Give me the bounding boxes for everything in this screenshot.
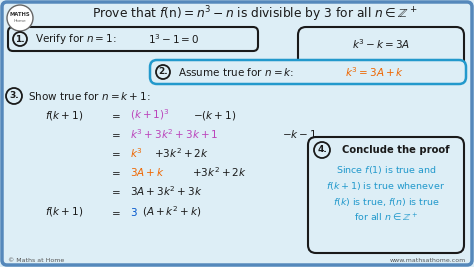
Circle shape xyxy=(7,5,33,31)
Text: $f(k+1)$: $f(k+1)$ xyxy=(45,206,83,218)
Text: $=$: $=$ xyxy=(109,148,121,158)
FancyBboxPatch shape xyxy=(2,2,472,265)
Text: Show true for $n = k + 1$:: Show true for $n = k + 1$: xyxy=(28,90,150,102)
Text: $3A + k$: $3A + k$ xyxy=(130,166,165,178)
FancyBboxPatch shape xyxy=(150,60,466,84)
Text: 4.: 4. xyxy=(317,146,327,155)
Text: 2.: 2. xyxy=(158,68,168,77)
Text: Assume true for $n = k$:: Assume true for $n = k$: xyxy=(178,66,294,78)
Text: $=$: $=$ xyxy=(109,207,121,217)
Circle shape xyxy=(314,142,330,158)
Text: $f(k + 1)$ is true whenever: $f(k + 1)$ is true whenever xyxy=(327,180,446,192)
Text: $=$: $=$ xyxy=(109,186,121,196)
Text: $- k - 1$: $- k - 1$ xyxy=(282,128,317,140)
Text: Verify for $n = 1$:: Verify for $n = 1$: xyxy=(35,32,117,46)
FancyBboxPatch shape xyxy=(298,27,464,71)
Text: $k^3 = 3A + k$: $k^3 = 3A + k$ xyxy=(345,65,404,79)
FancyBboxPatch shape xyxy=(8,27,258,51)
Text: 3.: 3. xyxy=(9,92,19,100)
Text: www.mathsathome.com: www.mathsathome.com xyxy=(390,257,466,262)
Text: $=$: $=$ xyxy=(109,129,121,139)
Text: $(A + k^2 + k)$: $(A + k^2 + k)$ xyxy=(142,205,201,219)
Circle shape xyxy=(6,88,22,104)
Text: $-(k+1)$: $-(k+1)$ xyxy=(193,108,236,121)
FancyBboxPatch shape xyxy=(308,137,464,253)
Text: Conclude the proof: Conclude the proof xyxy=(342,145,450,155)
Text: © Maths at Home: © Maths at Home xyxy=(8,257,64,262)
Text: $+ 3k^2 + 2k$: $+ 3k^2 + 2k$ xyxy=(154,146,209,160)
Text: for all $n \in \mathbb{Z}^+$: for all $n \in \mathbb{Z}^+$ xyxy=(354,212,418,224)
Text: $=$: $=$ xyxy=(109,110,121,120)
Text: Home: Home xyxy=(14,19,27,23)
Text: $1^3 - 1 = 0$: $1^3 - 1 = 0$ xyxy=(148,32,200,46)
Text: $f(k+1)$: $f(k+1)$ xyxy=(45,108,83,121)
Text: Since $f(1)$ is true and: Since $f(1)$ is true and xyxy=(336,164,437,176)
Text: $k^3$: $k^3$ xyxy=(130,146,143,160)
Text: $3A + 3k^2 + 3k$: $3A + 3k^2 + 3k$ xyxy=(130,184,202,198)
Text: 1.: 1. xyxy=(15,34,25,44)
Text: Prove that $f(\mathrm{n}) = n^3 - n$ is divisible by 3 for all $n \in \mathbb{Z}: Prove that $f(\mathrm{n}) = n^3 - n$ is … xyxy=(92,4,418,24)
Text: $3$: $3$ xyxy=(130,206,138,218)
Text: $k^3 - k = 3A$: $k^3 - k = 3A$ xyxy=(352,37,410,51)
Text: $k^3 + 3k^2 + 3k + 1$: $k^3 + 3k^2 + 3k + 1$ xyxy=(130,127,219,141)
Circle shape xyxy=(156,65,170,79)
Text: $f(k)$ is true, $f(n)$ is true: $f(k)$ is true, $f(n)$ is true xyxy=(333,196,439,208)
Circle shape xyxy=(13,32,27,46)
Text: $(k+1)^3$: $(k+1)^3$ xyxy=(130,108,170,122)
Text: MATHS: MATHS xyxy=(9,11,30,17)
Text: $+ 3k^2 + 2k$: $+ 3k^2 + 2k$ xyxy=(192,165,246,179)
Text: $=$: $=$ xyxy=(109,167,121,177)
